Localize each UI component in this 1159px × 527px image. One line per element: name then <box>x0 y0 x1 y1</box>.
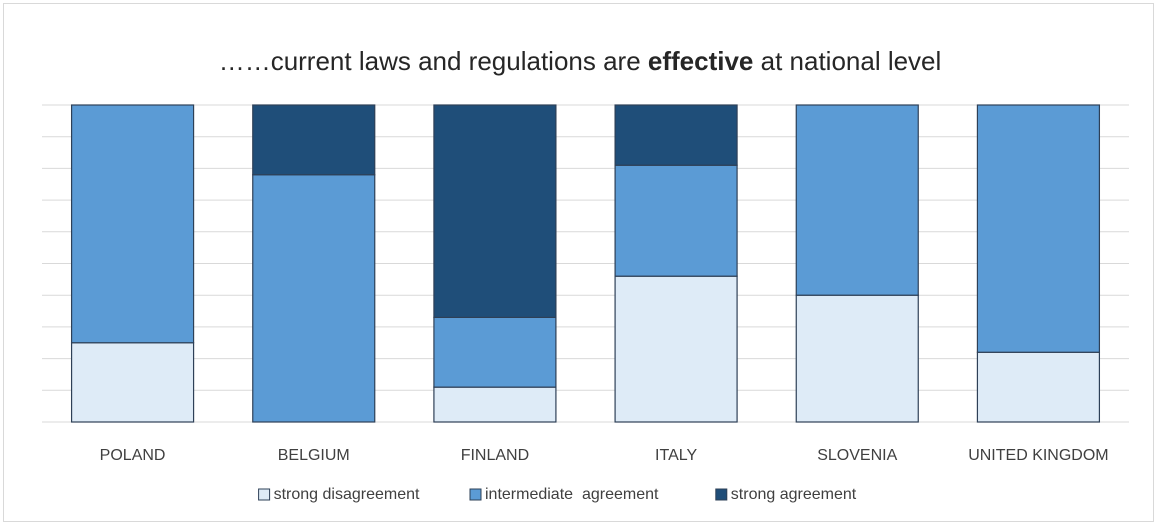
bar-segment <box>795 104 919 296</box>
x-tick-label: SLOVENIA <box>817 447 897 464</box>
chart-frame <box>3 3 1154 522</box>
bar-segment <box>614 275 738 423</box>
legend: strong disagreement intermediate agreemen… <box>258 486 857 503</box>
title-part: effective <box>648 46 754 76</box>
title-part: ……current laws and regulations are <box>219 46 648 76</box>
x-tick-label: FINLAND <box>461 447 529 464</box>
bar-segment <box>433 316 557 388</box>
bar-segment <box>976 351 1101 423</box>
bar-segment <box>252 104 376 176</box>
bar-segment <box>795 294 919 423</box>
bar-segment <box>70 342 195 423</box>
legend-swatch <box>469 488 482 501</box>
legend-label: strong disagreement <box>274 486 420 503</box>
x-tick-label: UNITED KINGDOM <box>968 447 1108 464</box>
legend-swatch <box>715 488 728 501</box>
x-tick-label: BELGIUM <box>278 447 350 464</box>
bar-segment <box>976 104 1101 353</box>
x-tick-label: POLAND <box>100 447 166 464</box>
chart-title: ……current laws and regulations are effec… <box>219 46 942 76</box>
x-tick-label: ITALY <box>655 447 697 464</box>
bar-segment <box>433 104 557 318</box>
bar-segment <box>70 104 195 344</box>
legend-label: strong agreement <box>731 486 857 503</box>
bar-segment <box>252 174 376 423</box>
title-part: at national level <box>753 46 941 76</box>
bar-segment <box>433 386 557 423</box>
legend-swatch <box>258 488 271 501</box>
bar-segment <box>614 164 738 277</box>
legend-label: intermediate agreement <box>485 486 659 503</box>
bar-segment <box>614 104 738 166</box>
